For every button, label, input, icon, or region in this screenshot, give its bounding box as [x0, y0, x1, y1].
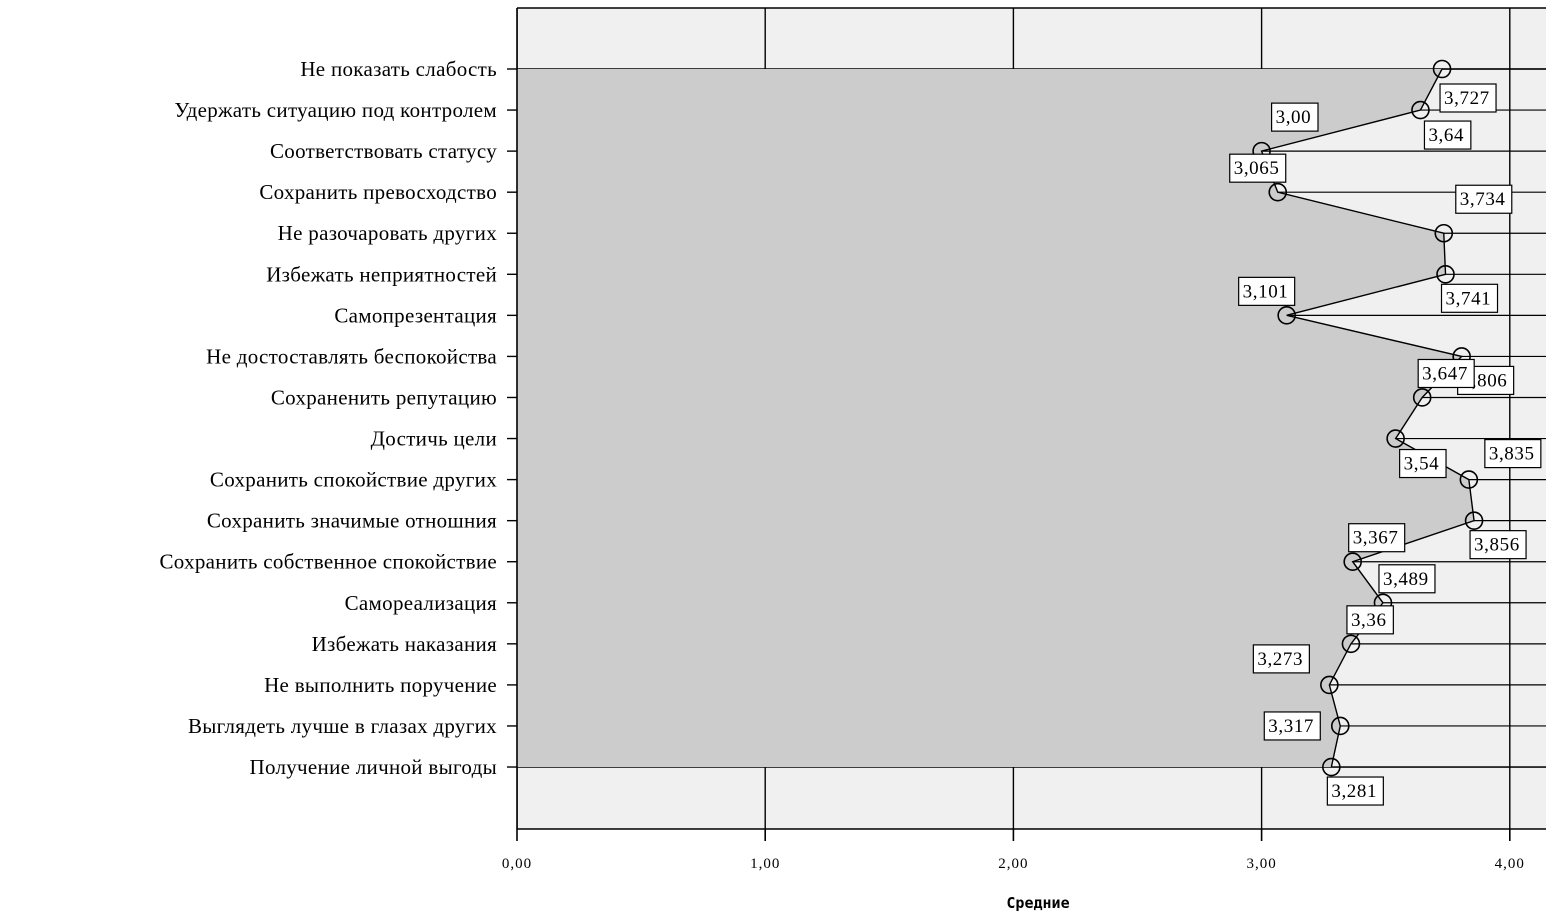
data-point [1341, 634, 1361, 654]
category-label: Избежать неприятностей [266, 262, 497, 286]
data-label-box [1270, 102, 1319, 132]
category-label: Достичь цели [371, 427, 497, 451]
x-tick-label: 0,00 [502, 856, 532, 872]
category-label: Соответствовать статусу [270, 139, 497, 163]
data-label: 3,647 [1417, 358, 1475, 389]
data-label-text: 3,00 [1276, 107, 1312, 128]
data-label: 3,281 [1326, 776, 1384, 806]
data-label: 3,727 [1439, 83, 1497, 113]
data-label: 3,734 [1455, 184, 1513, 214]
data-label-text: 3,489 [1383, 569, 1429, 590]
x-tick-label: 3,00 [1246, 856, 1276, 872]
data-label: 3,835 [1484, 439, 1542, 469]
data-label: 3,317 [1263, 711, 1321, 741]
x-tick-label: 4,00 [1495, 856, 1525, 872]
data-label-text: 3,317 [1268, 716, 1314, 737]
data-label-box [1238, 276, 1296, 306]
data-label-box [1469, 530, 1527, 560]
data-label-box [1417, 358, 1475, 389]
data-point [1330, 716, 1350, 736]
x-tick-label: 2,00 [998, 856, 1028, 872]
data-label-box [1439, 83, 1497, 113]
data-label-box [1346, 605, 1394, 635]
data-label-text: 3,835 [1489, 444, 1535, 465]
data-label: 3,36 [1346, 605, 1394, 635]
data-label-box [1440, 283, 1499, 313]
data-label: 3,64 [1423, 120, 1472, 150]
category-label: Сохранить собственное спокойствие [159, 550, 497, 574]
data-label-box [1484, 439, 1542, 469]
data-point [1434, 223, 1454, 243]
axes [507, 7, 1546, 841]
data-label-box [1263, 711, 1321, 741]
data-point [1343, 552, 1362, 572]
data-label-text: 3,367 [1353, 528, 1399, 549]
category-label: Не достоставлять беспокойства [206, 344, 497, 368]
data-point [1320, 675, 1339, 695]
area-polygon [517, 69, 1475, 768]
data-label-box [1348, 523, 1406, 553]
x-tick-label: 1,00 [750, 856, 780, 872]
data-label: 3,856 [1469, 530, 1527, 560]
data-label-text: 3,273 [1257, 649, 1303, 670]
x-tick-labels: 0,00 1,00 2,00 3,00 4,00 [502, 856, 1525, 872]
data-label: 3,101 [1238, 276, 1296, 306]
data-point [1412, 388, 1432, 407]
data-point [1436, 264, 1455, 284]
data-label: 3,489 [1378, 564, 1436, 594]
category-label: Сохранить превосходство [259, 180, 497, 204]
data-label-box [1229, 153, 1287, 183]
data-label-text: 3,36 [1351, 610, 1387, 631]
data-label-text: 3,065 [1234, 158, 1280, 179]
data-label-text: 3,734 [1460, 189, 1506, 210]
category-label: Самопрезентация [334, 303, 497, 327]
data-label: 3,065 [1229, 153, 1287, 183]
data-label: 3,367 [1348, 523, 1406, 553]
data-label-box [1423, 120, 1472, 150]
x-axis-title: Средние [1006, 894, 1069, 912]
category-label: Удержать ситуацию под контролем [174, 98, 497, 122]
category-label: Избежать наказания [312, 632, 497, 656]
data-point [1322, 757, 1341, 777]
category-label: Выглядеть лучше в глазах других [188, 714, 497, 738]
category-labels: Не показать слабость Удержать ситуацию по… [159, 57, 497, 779]
data-point [1459, 470, 1479, 489]
data-label-text: 3,856 [1474, 535, 1520, 556]
category-label: Сохранить значимые отношния [207, 509, 497, 533]
data-labels: 3,7273,643,003,0653,7343,7413,1013,8063,… [1229, 83, 1542, 806]
data-point [1386, 429, 1405, 448]
category-label: Получение личной выгоды [249, 755, 497, 779]
data-label-box [1455, 184, 1513, 214]
data-point [1411, 100, 1430, 120]
category-label: Не разочаровать других [278, 221, 498, 245]
data-label-box [1252, 644, 1310, 674]
data-label: 3,741 [1440, 283, 1499, 313]
data-label-box [1378, 564, 1436, 594]
data-label-box [1326, 776, 1384, 806]
category-label: Не выполнить поручение [264, 673, 497, 697]
data-label: 3,00 [1270, 102, 1319, 132]
data-point [1464, 511, 1484, 530]
data-label-text: 3,647 [1422, 363, 1468, 384]
category-label: Не показать слабость [300, 57, 497, 81]
category-label: Самореализация [345, 591, 497, 615]
data-point [1268, 182, 1288, 202]
category-label: Сохраненить репутацию [271, 385, 497, 409]
data-label: 3,54 [1399, 448, 1447, 479]
data-label-text: 3,101 [1243, 281, 1289, 302]
data-label-text: 3,281 [1331, 781, 1377, 802]
data-label-text: 3,727 [1444, 88, 1490, 109]
data-label-text: 3,741 [1446, 288, 1492, 309]
data-point [1432, 59, 1452, 79]
data-label-text: 3,64 [1428, 125, 1464, 146]
data-label-text: 3,54 [1404, 454, 1440, 475]
data-label-box [1399, 448, 1447, 479]
data-label: 3,273 [1252, 644, 1310, 674]
category-label: Сохранить спокойствие других [210, 468, 497, 492]
data-point [1277, 306, 1296, 325]
